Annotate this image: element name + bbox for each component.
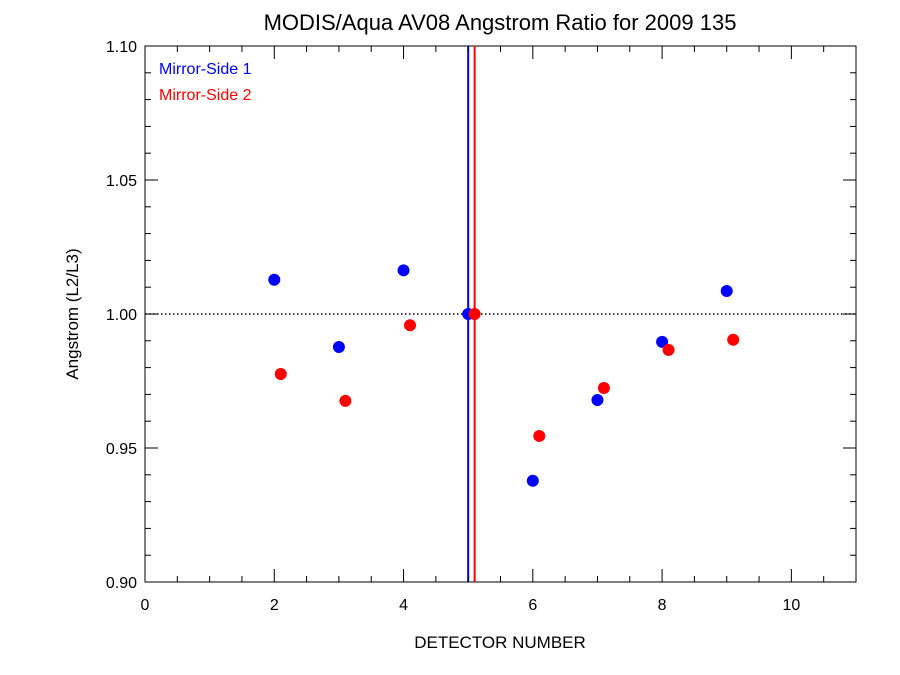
data-point <box>597 381 610 394</box>
y-tick-label: 1.00 <box>106 307 137 324</box>
reference-lines <box>145 46 856 582</box>
x-tick-label: 2 <box>270 597 279 614</box>
x-tick-label: 0 <box>141 597 150 614</box>
data-point <box>727 333 740 346</box>
legend-entry: Mirror-Side 2 <box>159 87 252 104</box>
x-axis: 0 2 4 6 8 10 <box>141 46 857 614</box>
x-tick-label: 6 <box>528 597 537 614</box>
x-tick-label: 8 <box>658 597 667 614</box>
data-point <box>339 394 352 407</box>
data-point <box>468 308 481 320</box>
data-point <box>656 335 669 348</box>
data-point <box>332 340 345 353</box>
data-point <box>533 429 546 442</box>
data-point <box>397 264 410 277</box>
legend: Mirror-Side 1 Mirror-Side 2 <box>159 61 252 104</box>
y-tick-label: 1.05 <box>106 173 137 190</box>
data-point <box>720 284 733 297</box>
chart-title: MODIS/Aqua AV08 Angstrom Ratio for 2009 … <box>264 10 737 35</box>
y-tick-label: 0.95 <box>106 441 137 458</box>
x-tick-label: 10 <box>782 597 800 614</box>
data-point <box>404 319 417 332</box>
x-tick-label: 4 <box>399 597 408 614</box>
data-point <box>274 368 287 381</box>
y-axis: 0.90 0.95 1.00 1.05 1.10 <box>106 39 856 592</box>
y-tick-label: 1.10 <box>106 39 137 56</box>
data-point <box>662 343 675 356</box>
x-axis-label: DETECTOR NUMBER <box>414 633 586 652</box>
legend-entry: Mirror-Side 1 <box>159 61 252 78</box>
data-point <box>591 394 604 407</box>
data-points <box>268 264 740 487</box>
y-axis-label: Angstrom (L2/L3) <box>63 248 82 379</box>
data-point <box>268 273 281 286</box>
data-point <box>526 474 539 487</box>
y-tick-label: 0.90 <box>106 575 137 592</box>
